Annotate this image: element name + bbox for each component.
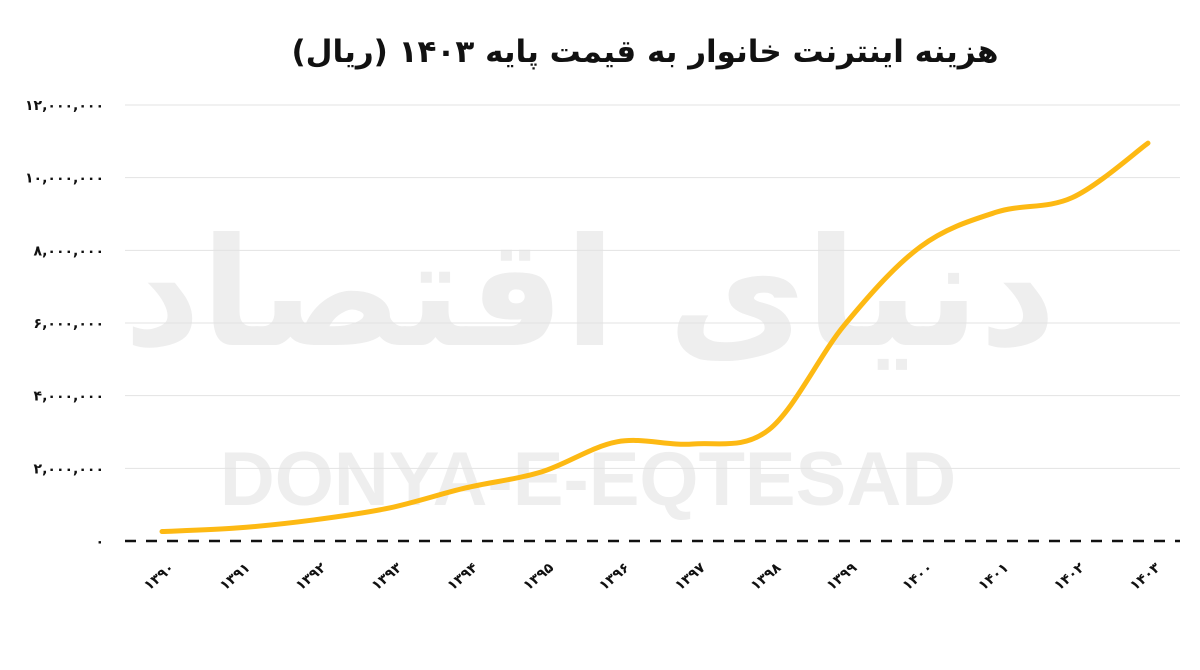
watermark-persian: دنیای اقتصاد bbox=[124, 207, 1057, 381]
y-axis: ۰ ۲,۰۰۰,۰۰۰ ۴,۰۰۰,۰۰۰ ۶,۰۰۰,۰۰۰ ۸,۰۰۰,۰۰۰ ۱۰,… bbox=[25, 98, 104, 550]
y-tick-label: ۲,۰۰۰,۰۰۰ bbox=[34, 461, 104, 477]
x-tick-label: ۱۳۹۷ bbox=[672, 560, 709, 595]
series-line bbox=[159, 140, 1151, 535]
y-tick-label: ۸,۰۰۰,۰۰۰ bbox=[34, 243, 104, 259]
gridlines bbox=[125, 104, 1180, 469]
x-axis: ۱۳۹۰ ۱۳۹۱ ۱۳۹۲ ۱۳۹۳ ۱۳۹۴ ۱۳۹۵ ۱۳۹۶ ۱۳۹۷ ۱۳۹۸ ۱۳۹۹… bbox=[141, 560, 1164, 595]
x-tick-label: ۱۳۹۹ bbox=[824, 560, 861, 595]
y-tick-label: ۰ bbox=[95, 534, 104, 550]
x-tick-label: ۱۴۰۲ bbox=[1051, 560, 1088, 595]
x-tick-label: ۱۳۹۱ bbox=[217, 560, 253, 594]
y-tick-label: ۶,۰۰۰,۰۰۰ bbox=[34, 316, 104, 332]
x-tick-label: ۱۳۹۲ bbox=[293, 560, 330, 595]
x-tick-label: ۱۳۹۴ bbox=[445, 560, 482, 595]
y-tick-label: ۱۰,۰۰۰,۰۰۰ bbox=[25, 171, 104, 187]
x-tick-label: ۱۳۹۵ bbox=[520, 560, 557, 595]
x-tick-label: ۱۳۹۰ bbox=[141, 560, 177, 594]
x-tick-label: ۱۴۰۳ bbox=[1127, 560, 1164, 595]
x-tick-label: ۱۳۹۳ bbox=[369, 560, 406, 595]
chart-title-text: هزینه اینترنت خانوار به قیمت پایه ۱۴۰۳ (… bbox=[291, 34, 999, 70]
x-tick-label: ۱۳۹۸ bbox=[748, 560, 785, 595]
y-tick-label: ۱۲,۰۰۰,۰۰۰ bbox=[25, 98, 104, 114]
x-tick-label: ۱۴۰۰ bbox=[900, 560, 936, 594]
y-tick-label: ۴,۰۰۰,۰۰۰ bbox=[34, 389, 104, 405]
x-tick-label: ۱۴۰۱ bbox=[975, 560, 1011, 594]
x-tick-label: ۱۳۹۶ bbox=[596, 560, 632, 594]
chart-title: هزینه اینترنت خانوار به قیمت پایه ۱۴۰۳ (… bbox=[0, 34, 1200, 70]
